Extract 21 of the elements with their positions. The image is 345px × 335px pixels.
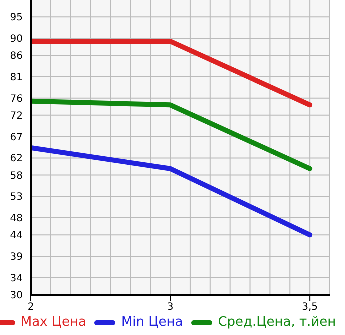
y-tick-label: 48 xyxy=(10,214,23,225)
y-tick-label: 90 xyxy=(10,34,23,46)
y-tick-label: 34 xyxy=(10,273,23,284)
x-tick-label: 3 xyxy=(167,302,174,314)
y-tick-label: 39 xyxy=(10,252,23,264)
y-tick-label: 62 xyxy=(10,154,23,165)
y-tick-label: 58 xyxy=(10,170,23,182)
y-tick-label: 95 xyxy=(10,12,23,24)
y-tick-label: 81 xyxy=(10,72,23,84)
y-tick-label: 72 xyxy=(10,110,23,122)
y-tick-label: 76 xyxy=(10,94,23,105)
y-tick-label: 53 xyxy=(10,192,23,204)
y-tick-label: 67 xyxy=(10,132,23,144)
legend-label: Сред.Цена, т.йен xyxy=(217,315,336,330)
legend-label: Min Цена xyxy=(120,315,184,330)
y-tick-label: 86 xyxy=(10,51,23,62)
y-tick-label: 44 xyxy=(10,230,23,242)
x-tick-label: 2 xyxy=(28,302,34,314)
legend-label: Max Цена xyxy=(20,315,86,330)
x-tick-label: 3,5 xyxy=(302,302,318,314)
y-tick-label: 30 xyxy=(10,290,23,302)
